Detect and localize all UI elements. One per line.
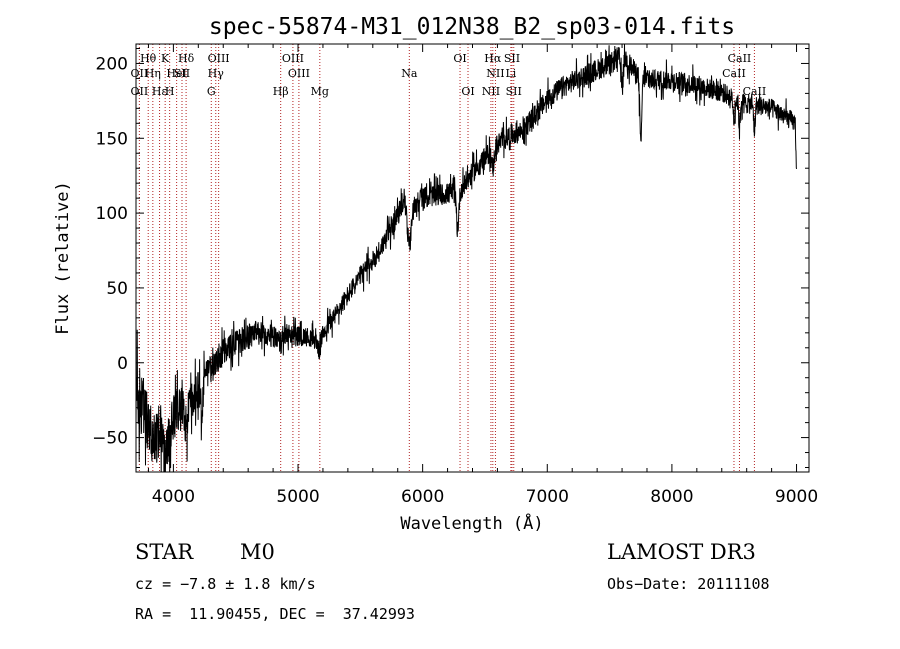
object-subclass: M0 [240,540,275,564]
y-axis-label: Flux (relative) [53,181,73,335]
reference-lines [138,44,755,472]
line-label: Na [401,67,418,80]
x-tick-label: 4000 [152,487,195,507]
object-class: STAR [135,540,194,564]
observation-date: Obs−Date: 20111108 [607,575,770,593]
line-label: NII [486,67,504,80]
line-label: K [161,52,170,65]
chart-title: spec-55874-M31_012N38_B2_sp03-014.fits [209,14,735,40]
line-label: Hη [145,67,161,80]
spectrum-line [135,43,797,473]
y-tick-label: 50 [106,279,128,299]
y-tick-label: 100 [96,204,128,224]
line-label: OII [131,67,149,80]
line-label: G [207,85,216,98]
line-label: OI [461,85,474,98]
line-label: SII [174,67,190,80]
line-label: OIII [288,67,310,80]
x-tick-label: 7000 [526,487,569,507]
line-label: CaII [722,67,746,80]
line-label: Hγ [208,67,225,80]
y-tick-label: 0 [117,354,128,374]
x-axis-label: Wavelength (Å) [400,512,543,534]
x-tick-label: 5000 [276,487,319,507]
y-tick-label: 150 [96,129,128,149]
line-label: OIII [208,52,230,65]
x-tick-label: 9000 [775,487,818,507]
y-axis-ticks: −50 0 50 100 150 200 [92,47,809,469]
line-label: Li [505,67,516,80]
line-label: HeI [166,67,186,80]
line-label: Hα [484,52,502,65]
line-label: SII [504,52,520,65]
y-tick-label: −50 [92,429,128,449]
x-axis-ticks: 4000 5000 6000 7000 8000 9000 [147,44,818,507]
line-label: Hβ [273,85,289,98]
y-tick-label: 200 [96,54,128,74]
line-label: OIII [282,52,304,65]
plot-frame [135,43,810,473]
line-label: CaII [743,85,767,98]
line-label: CaII [728,52,752,65]
coordinates: RA = 11.90455, DEC = 37.42993 [135,605,415,623]
survey-name: LAMOST DR3 [607,540,756,564]
line-label: SII [506,85,522,98]
x-tick-label: 6000 [401,487,444,507]
line-label: OI [453,52,466,65]
line-label: NII [482,85,500,98]
line-label: Hθ [140,52,157,65]
line-label: Hδ [178,52,195,65]
redshift-velocity: cz = −7.8 ± 1.8 km/s [135,575,316,593]
x-tick-label: 8000 [650,487,693,507]
line-label: Mg [311,85,329,98]
line-label: OII [131,85,149,98]
line-label: Hε [152,85,168,98]
line-label: H [165,85,175,98]
